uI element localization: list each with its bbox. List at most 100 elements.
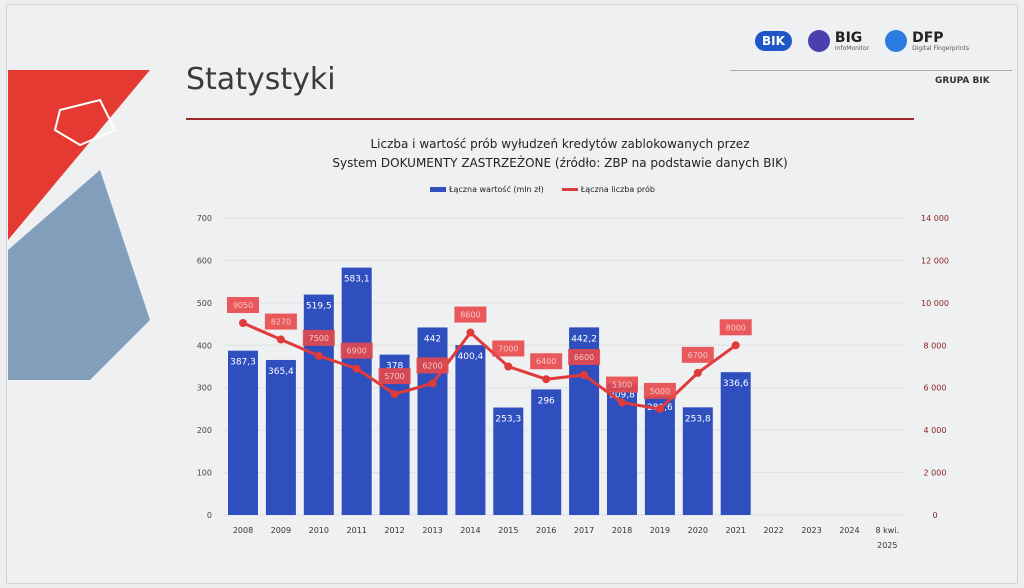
right-tick-label: 14 000 [921, 214, 949, 223]
bar [644, 395, 675, 515]
bar-data-label: 442,2 [571, 334, 597, 344]
right-tick-label: 10 000 [921, 299, 949, 308]
bar-data-label: 583,1 [344, 275, 370, 285]
bar [531, 389, 562, 515]
line-data-label-box [454, 306, 487, 323]
line-data-label: 8600 [460, 311, 480, 320]
line-data-label-box [264, 313, 297, 330]
line-point [466, 328, 475, 337]
line-data-label: 5000 [650, 387, 670, 396]
x-tick-label: 2011 [347, 526, 367, 535]
left-tick-label: 200 [197, 426, 212, 435]
line-data-label: 8270 [271, 318, 291, 327]
left-tick-label: 0 [207, 511, 212, 520]
bar-data-label: 253,3 [495, 415, 521, 425]
bar-data-label: 378 [386, 362, 403, 372]
line-data-label-box [227, 297, 259, 314]
right-tick-label: 6 000 [924, 384, 947, 393]
line-point [352, 364, 361, 373]
line-data-label-box [568, 348, 601, 365]
bar [682, 407, 713, 515]
line-point [314, 351, 323, 360]
network-icon [53, 98, 117, 147]
left-tick-label: 300 [197, 384, 212, 393]
line-point [276, 335, 285, 344]
red-triangle-decoration [8, 70, 150, 240]
line-data-label-box [719, 319, 752, 336]
right-tick-label: 4 000 [924, 426, 947, 435]
bar-data-label: 296 [538, 396, 555, 406]
right-tick-label: 2 000 [924, 469, 947, 478]
bar-data-label: 309,8 [609, 391, 635, 401]
bar [341, 267, 372, 515]
line-point [239, 319, 247, 328]
bar-data-label: 253,8 [685, 414, 711, 424]
dfp-logo: DFP Digital Fingerprints [885, 30, 969, 52]
bar-data-label: 336,6 [723, 379, 749, 389]
bar [720, 372, 751, 515]
line-data-label: 9050 [233, 301, 253, 310]
bar-data-label: 365,4 [268, 367, 294, 377]
line-point [618, 398, 626, 407]
page-title: Statystyki [186, 62, 336, 97]
left-tick-label: 600 [197, 256, 212, 265]
line-point [693, 368, 702, 377]
line-series [242, 321, 737, 411]
x-tick-label: 8 kwi. [876, 526, 900, 535]
line-data-label-box [340, 342, 373, 359]
left-tick-label: 400 [197, 341, 212, 350]
bar-data-label: 387,3 [230, 358, 256, 368]
line-point [580, 370, 589, 379]
x-tick-label: 2014 [460, 526, 480, 535]
line-point [428, 379, 437, 388]
line-data-label: 6700 [688, 351, 708, 360]
bar [455, 345, 486, 515]
x-tick-label: 2009 [271, 526, 291, 535]
x-tick-label: 2017 [574, 526, 594, 535]
right-tick-label: 0 [932, 511, 937, 520]
line-data-label: 6200 [422, 361, 442, 370]
x-tick-label: 2024 [839, 526, 859, 535]
x-tick-label: 2015 [498, 526, 518, 535]
x-tick-label: 2018 [612, 526, 632, 535]
x-tick-label: 2021 [726, 526, 746, 535]
x-tick-label: 2023 [801, 526, 821, 535]
legend-bar: Łączna wartość (mln zł) [430, 185, 544, 194]
x-tick-label: 2008 [233, 526, 253, 535]
bar [265, 359, 296, 515]
line-data-label-box [643, 382, 676, 399]
chart-title-line1: Liczba i wartość prób wyłudzeń kredytów … [370, 137, 750, 151]
bik-logo: BIK [755, 31, 792, 51]
group-label: GRUPA BIK [935, 76, 990, 86]
logo-bar: BIK BIG InfoMonitor DFP Digital Fingerprin… [755, 30, 969, 52]
bar-data-label: 400,4 [458, 352, 484, 362]
bar [228, 350, 258, 515]
line-data-label: 5300 [612, 381, 632, 390]
bar [417, 327, 448, 515]
left-tick-label: 100 [197, 469, 212, 478]
left-tick-label: 700 [197, 214, 212, 223]
right-tick-label: 8 000 [924, 341, 947, 350]
big-logo: BIG InfoMonitor [807, 30, 869, 52]
line-point [542, 375, 551, 384]
x-tick-label: 2020 [688, 526, 708, 535]
chart-title-line2: System DOKUMENTY ZASTRZEŻONE (źródło: ZB… [332, 156, 788, 170]
line-data-label-box [606, 376, 638, 393]
x-tick-label: 2022 [763, 526, 783, 535]
x-tick-label: 2025 [877, 541, 897, 550]
line-data-label-box [378, 368, 411, 385]
line-data-label: 6600 [574, 353, 594, 362]
line-data-label-box [416, 357, 449, 374]
legend-line: Łączna liczba prób [561, 185, 655, 194]
bar [303, 294, 334, 515]
chart-legend: Łączna wartość (mln zł) Łączna liczba pr… [430, 185, 655, 194]
line-data-label: 8000 [726, 323, 746, 332]
line-point [504, 362, 513, 371]
x-tick-label: 2010 [309, 526, 329, 535]
x-tick-label: 2016 [536, 526, 556, 535]
photo-collage-decoration [8, 170, 150, 380]
bar-data-label: 442 [424, 334, 441, 344]
